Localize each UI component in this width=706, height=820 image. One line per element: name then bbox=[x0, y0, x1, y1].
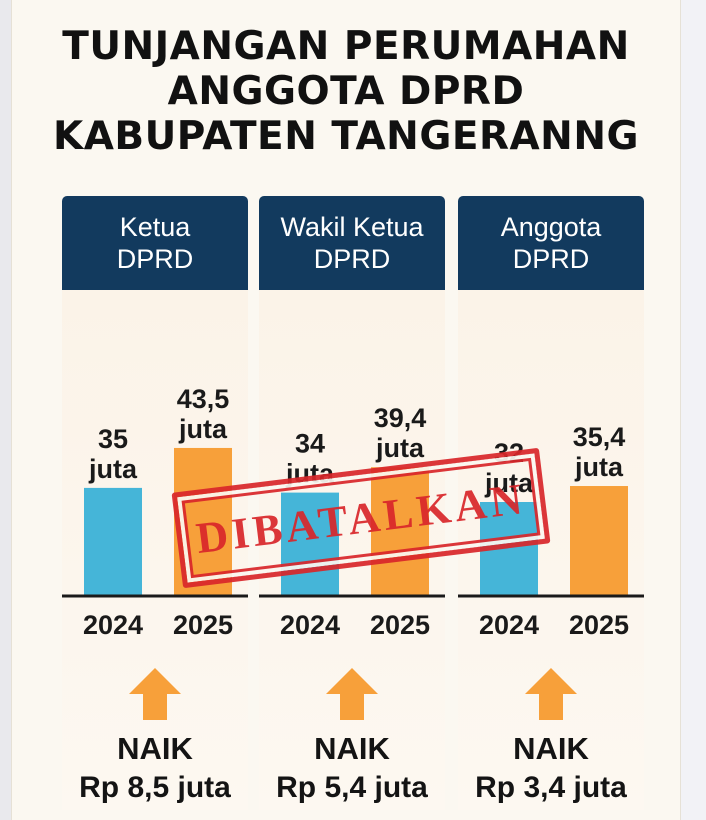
naik-label: NAIK bbox=[513, 731, 589, 766]
x-tick-label: 2024 bbox=[280, 610, 340, 640]
panel-header-line-2: DPRD bbox=[116, 244, 194, 274]
panel-header-line-1: Anggota bbox=[500, 212, 602, 242]
title-line-2: ANGGOTA DPRD bbox=[167, 69, 525, 114]
x-tick-label: 2025 bbox=[370, 610, 430, 640]
naik-amount: Rp 8,5 juta bbox=[79, 771, 231, 804]
title-line-3: KABUPATEN TANGERANNG bbox=[53, 114, 639, 159]
bar-unit-label: juta bbox=[375, 433, 425, 463]
up-arrow-icon bbox=[525, 668, 577, 720]
screen-edge bbox=[680, 0, 706, 820]
bar-unit-label: juta bbox=[484, 468, 534, 498]
title-line-1: TUNJANGAN PERUMAHAN bbox=[62, 24, 630, 69]
infographic-card: TUNJANGAN PERUMAHAN ANGGOTA DPRD KABUPAT… bbox=[12, 0, 680, 820]
naik-label: NAIK bbox=[117, 731, 193, 766]
bar-value-label: 34 bbox=[295, 429, 325, 459]
panel-header-line-2: DPRD bbox=[512, 244, 590, 274]
up-arrow-icon bbox=[326, 668, 378, 720]
bar-2025 bbox=[174, 447, 232, 596]
bar-value-label: 39,4 bbox=[374, 403, 427, 433]
x-tick-label: 2025 bbox=[569, 610, 629, 640]
bar-value-label: 32 bbox=[494, 438, 524, 468]
bar-2025 bbox=[570, 486, 628, 596]
bar-2024 bbox=[84, 487, 142, 596]
panel-header: Ketua DPRD bbox=[62, 196, 248, 290]
x-tick-label: 2024 bbox=[83, 610, 143, 640]
up-arrow-icon bbox=[129, 668, 181, 720]
panel-header-line-1: Wakil Ketua bbox=[280, 212, 424, 242]
bar-2024 bbox=[281, 492, 339, 596]
naik-amount: Rp 5,4 juta bbox=[276, 771, 428, 804]
bar-value-label: 35,4 bbox=[573, 422, 626, 452]
naik-label: NAIK bbox=[314, 731, 390, 766]
panel-header-line-1: Ketua bbox=[119, 212, 191, 242]
panel-header: Anggota DPRD bbox=[458, 196, 644, 290]
panel-header: Wakil Ketua DPRD bbox=[259, 196, 445, 290]
bar-unit-label: juta bbox=[88, 454, 138, 484]
bar-2025 bbox=[371, 467, 429, 596]
bar-unit-label: juta bbox=[285, 459, 335, 489]
infographic-title: TUNJANGAN PERUMAHAN ANGGOTA DPRD KABUPAT… bbox=[12, 24, 680, 159]
bar-value-label: 35 bbox=[98, 424, 128, 454]
x-tick-label: 2025 bbox=[173, 610, 233, 640]
x-tick-label: 2024 bbox=[479, 610, 539, 640]
bar-unit-label: juta bbox=[574, 452, 624, 482]
naik-amount: Rp 3,4 juta bbox=[475, 771, 627, 804]
bar-unit-label: juta bbox=[178, 414, 228, 444]
bar-value-label: 43,5 bbox=[177, 384, 230, 414]
bar-2024 bbox=[480, 502, 538, 596]
panel-header-line-2: DPRD bbox=[313, 244, 391, 274]
